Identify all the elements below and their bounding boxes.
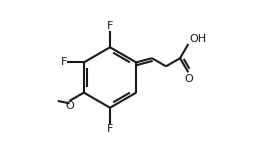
Text: F: F xyxy=(107,20,113,31)
Text: F: F xyxy=(107,124,113,135)
Text: O: O xyxy=(184,73,193,84)
Text: O: O xyxy=(65,101,74,111)
Text: OH: OH xyxy=(189,34,206,44)
Text: F: F xyxy=(61,57,67,67)
